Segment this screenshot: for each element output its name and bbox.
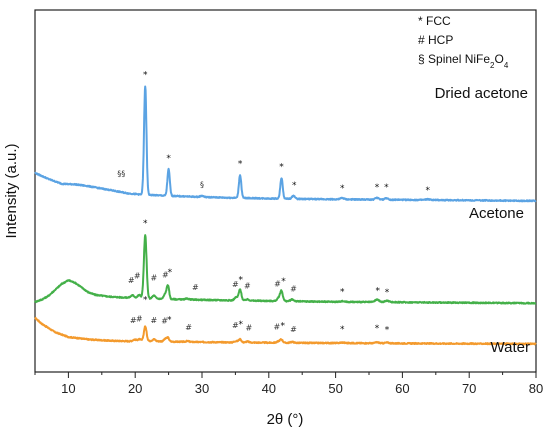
fcc-peak-marker: * <box>384 183 389 193</box>
series-line-dried-acetone <box>34 316 537 346</box>
fcc-peak-marker: * <box>281 277 286 287</box>
hcp-peak-marker: # <box>244 282 251 291</box>
hcp-peak-marker: # <box>162 270 169 279</box>
fcc-peak-marker: * <box>279 163 284 173</box>
peak-marker-layer: *# # # # *# # * # # * # * * **## # #*# # *# # *# * * **§§*§* **… <box>117 71 430 336</box>
series-line-acetone <box>34 234 537 305</box>
fcc-peak-marker: * <box>281 321 286 331</box>
series-layer <box>34 85 537 346</box>
fcc-peak-marker: * <box>340 325 345 335</box>
fcc-peak-marker: * <box>143 295 148 305</box>
hcp-peak-marker: # <box>274 280 281 289</box>
fcc-peak-marker: * <box>167 315 172 325</box>
series-label-dried-acetone: Dried acetone <box>435 85 528 102</box>
fcc-peak-marker: * <box>385 326 390 336</box>
legend-hcp: # HCP <box>418 33 453 47</box>
hcp-peak-marker: # <box>134 272 141 281</box>
fcc-peak-marker: * <box>375 324 380 334</box>
x-axis-title: 2θ (°) <box>267 411 304 428</box>
x-axis: 10 20 30 40 50 60 70 80 <box>34 372 543 396</box>
fcc-peak-marker: * <box>166 154 171 164</box>
series-line-water <box>34 85 537 203</box>
fcc-peak-marker: * <box>375 287 380 297</box>
hcp-peak-marker: # <box>245 324 252 333</box>
fcc-peak-marker: * <box>168 268 173 278</box>
x-tick-label: 60 <box>395 381 409 396</box>
fcc-peak-marker: * <box>238 275 243 285</box>
x-tick-label: 50 <box>328 381 342 396</box>
fcc-peak-marker: * <box>143 219 148 229</box>
legend-fcc: * FCC <box>418 14 451 28</box>
fcc-peak-marker: * <box>426 186 431 196</box>
fcc-peak-marker: * <box>340 288 345 298</box>
spinel-peak-marker: §§ <box>117 169 125 178</box>
fcc-peak-marker: * <box>385 288 390 298</box>
hcp-peak-marker: # <box>128 276 135 285</box>
spinel-peak-marker: § <box>200 180 204 189</box>
legend: * FCC # HCP § Spinel NiFe2O4 <box>418 14 509 70</box>
hcp-peak-marker: # <box>192 283 199 292</box>
x-tick-label: 30 <box>195 381 209 396</box>
x-tick-label: 40 <box>262 381 276 396</box>
y-axis-title: Intensity (a.u.) <box>3 143 20 238</box>
fcc-peak-marker: * <box>375 183 380 193</box>
x-tick-label: 10 <box>61 381 75 396</box>
hcp-peak-marker: # <box>232 280 239 289</box>
hcp-peak-marker: # <box>290 325 297 334</box>
hcp-peak-marker: # <box>232 321 239 330</box>
fcc-peak-marker: * <box>340 184 345 194</box>
legend-spinel: § Spinel NiFe2O4 <box>418 52 509 70</box>
hcp-peak-marker: # <box>136 315 143 324</box>
x-tick-label: 80 <box>529 381 543 396</box>
hcp-peak-marker: # <box>130 316 137 325</box>
fcc-peak-marker: * <box>143 71 148 81</box>
hcp-peak-marker: # <box>161 316 168 325</box>
series-label-water: Water <box>491 339 530 356</box>
x-tick-label: 70 <box>462 381 476 396</box>
hcp-peak-marker: # <box>185 323 192 332</box>
x-tick-label: 20 <box>128 381 142 396</box>
fcc-peak-marker: * <box>238 160 243 170</box>
fcc-peak-marker: * <box>238 320 243 330</box>
hcp-peak-marker: # <box>273 323 280 332</box>
plot-frame <box>34 9 537 373</box>
hcp-peak-marker: # <box>290 285 297 294</box>
hcp-peak-marker: # <box>151 274 158 283</box>
hcp-peak-marker: # <box>151 316 158 325</box>
fcc-peak-marker: * <box>292 181 297 191</box>
series-label-acetone: Acetone <box>469 205 524 222</box>
